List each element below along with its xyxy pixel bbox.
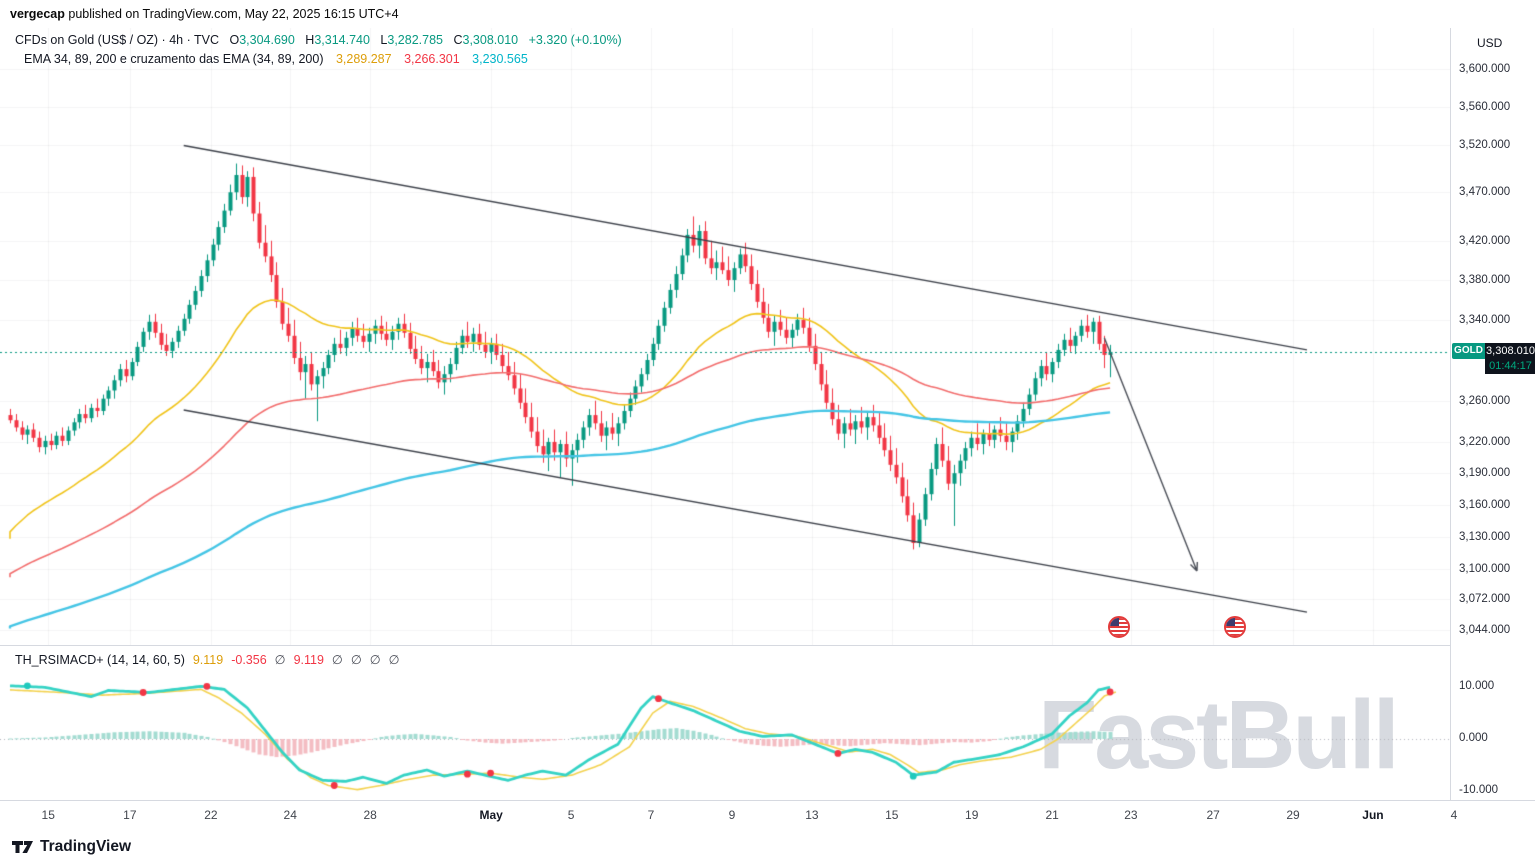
ohlc-low: L3,282.785 <box>380 33 443 47</box>
indicator-values: 9.119 -0.356 ∅ 9.119 ∅ ∅ ∅ ∅ <box>185 653 400 667</box>
chart-legend: CFDs on Gold (US$ / OZ) · 4h · TVC O3,30… <box>15 33 622 66</box>
indicator-value: ∅ <box>388 653 400 667</box>
price-axis-label: 3,190.000 <box>1459 467 1511 480</box>
footer-bar: TradingView <box>0 830 1535 864</box>
flag-canton <box>1109 618 1119 626</box>
time-axis-label: May <box>479 808 503 822</box>
price-axis-label: 3,220.000 <box>1459 435 1511 448</box>
indicator-value: ∅ <box>350 653 362 667</box>
price-axis-label: 3,420.000 <box>1459 234 1511 247</box>
symbol-chip: GOLD <box>1452 342 1485 359</box>
time-axis-label: 24 <box>283 808 297 822</box>
price-axis-label: 3,130.000 <box>1459 530 1511 543</box>
ema-value-200: 3,230.565 <box>472 52 528 66</box>
time-axis-label: 15 <box>885 808 899 822</box>
price-axis-label: 3,340.000 <box>1459 313 1511 326</box>
bar-countdown: 01:44:17 <box>1485 358 1535 374</box>
price-axis-label: 3,470.000 <box>1459 186 1511 199</box>
time-axis-label: 15 <box>41 808 55 822</box>
current-price-value: 3,308.010 <box>1485 342 1535 359</box>
ema-value-89: 3,266.301 <box>404 52 460 66</box>
ohlc-high: H3,314.740 <box>305 33 370 47</box>
attribution-bar: vergecap published on TradingView.com, M… <box>0 0 1535 28</box>
time-axis[interactable]: 15 17 22 24 28 May 5 7 9 13 15 19 21 23 27 29 Jun 4 <box>0 800 1535 830</box>
attribution-text: published on TradingView.com, May 22, 20… <box>64 7 399 21</box>
ohlc-open: O3,304.690 <box>229 33 295 47</box>
indicator-axis-label: 0.000 <box>1459 732 1488 744</box>
time-axis-label: 4 <box>1450 808 1458 822</box>
price-axis-label: 3,600.000 <box>1459 63 1511 76</box>
time-axis-label: 27 <box>1206 808 1220 822</box>
indicator-title: TH_RSIMACD+ (14, 14, 60, 5) <box>15 653 185 667</box>
time-axis-label: 13 <box>805 808 819 822</box>
economic-event-us-flag-icon[interactable] <box>1107 616 1130 638</box>
brand-name[interactable]: TradingView <box>40 838 132 855</box>
ohlc-close: C3,308.010 <box>453 33 519 47</box>
price-axis-label: 3,072.000 <box>1459 593 1511 606</box>
price-axis-label: 3,520.000 <box>1459 138 1511 151</box>
time-axis-label: 23 <box>1124 808 1138 822</box>
price-axis-label: 3,044.000 <box>1459 623 1511 636</box>
indicator-pane[interactable]: TH_RSIMACD+ (14, 14, 60, 5) 9.119 -0.356 ∅ 9… <box>0 645 1450 801</box>
price-axis-label: 3,560.000 <box>1459 100 1511 113</box>
tradingview-logo-icon[interactable] <box>12 839 33 855</box>
indicator-axis-label: -10.000 <box>1459 783 1499 796</box>
time-axis-label: 19 <box>965 808 979 822</box>
flag-canton <box>1225 618 1235 626</box>
price-axis-label: 3,380.000 <box>1459 274 1511 287</box>
time-axis-label: 9 <box>728 808 736 822</box>
indicator-value: ∅ <box>369 653 381 667</box>
price-axis-label: 3,160.000 <box>1459 498 1511 511</box>
indicator-value: 9.119 <box>293 653 324 667</box>
indicator-value: ∅ <box>331 653 343 667</box>
price-chart-pane[interactable]: CFDs on Gold (US$ / OZ) · 4h · TVC O3,30… <box>0 28 1450 645</box>
price-axis[interactable]: USD GOLD 3,308.010 01:44:17 3,600.000 3,5… <box>1450 28 1535 800</box>
indicator-value: ∅ <box>274 653 286 667</box>
currency-label: USD <box>1477 36 1503 50</box>
time-axis-label: 7 <box>647 808 655 822</box>
current-price-badge: GOLD 3,308.010 01:44:17 <box>1452 342 1535 374</box>
price-chart-canvas[interactable] <box>0 28 1450 645</box>
indicator-legend: TH_RSIMACD+ (14, 14, 60, 5) 9.119 -0.356 ∅ 9… <box>15 652 399 667</box>
time-axis-label: Jun <box>1362 808 1384 822</box>
time-axis-label: 22 <box>204 808 218 822</box>
time-axis-label: 5 <box>567 808 575 822</box>
time-axis-label: 21 <box>1045 808 1059 822</box>
ema-value-34: 3,289.287 <box>335 52 392 66</box>
time-axis-label: 28 <box>363 808 377 822</box>
time-axis-label: 29 <box>1286 808 1300 822</box>
indicator-canvas[interactable] <box>0 646 1450 801</box>
price-axis-label: 3,260.000 <box>1459 394 1511 407</box>
author-name: vergecap <box>10 7 65 21</box>
indicator-value: -0.356 <box>231 653 267 667</box>
price-axis-label: 3,100.000 <box>1459 562 1511 575</box>
ema-indicator-name: EMA 34, 89, 200 e cruzamento das EMA (34… <box>24 52 324 66</box>
economic-event-us-flag-icon[interactable] <box>1223 616 1246 638</box>
symbol-title: CFDs on Gold (US$ / OZ) · 4h · TVC <box>15 33 219 47</box>
indicator-value: 9.119 <box>192 653 224 667</box>
indicator-axis-label: 10.000 <box>1459 680 1495 693</box>
change-value: +3.320 (+0.10%) <box>528 33 622 47</box>
time-axis-label: 17 <box>123 808 137 822</box>
